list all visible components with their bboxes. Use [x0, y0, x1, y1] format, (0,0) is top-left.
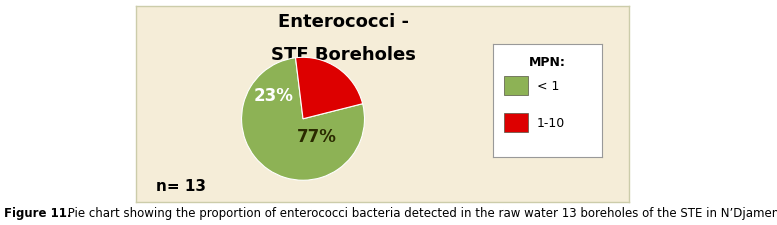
Text: 23%: 23%	[253, 87, 294, 105]
Text: 1-10: 1-10	[537, 117, 565, 130]
Wedge shape	[295, 58, 363, 119]
Text: Pie chart showing the proportion of enterococci bacteria detected in the raw wat: Pie chart showing the proportion of ente…	[64, 206, 777, 219]
Text: STE Boreholes: STE Boreholes	[270, 46, 416, 64]
Text: 77%: 77%	[297, 127, 336, 145]
Bar	[504, 114, 528, 133]
Text: n= 13: n= 13	[155, 178, 206, 193]
Text: Enterococci -: Enterococci -	[277, 13, 409, 31]
Text: MPN:: MPN:	[529, 56, 566, 69]
Wedge shape	[242, 58, 364, 180]
Text: Figure 11.: Figure 11.	[4, 206, 71, 219]
Bar	[504, 76, 528, 96]
Text: < 1: < 1	[537, 80, 559, 92]
